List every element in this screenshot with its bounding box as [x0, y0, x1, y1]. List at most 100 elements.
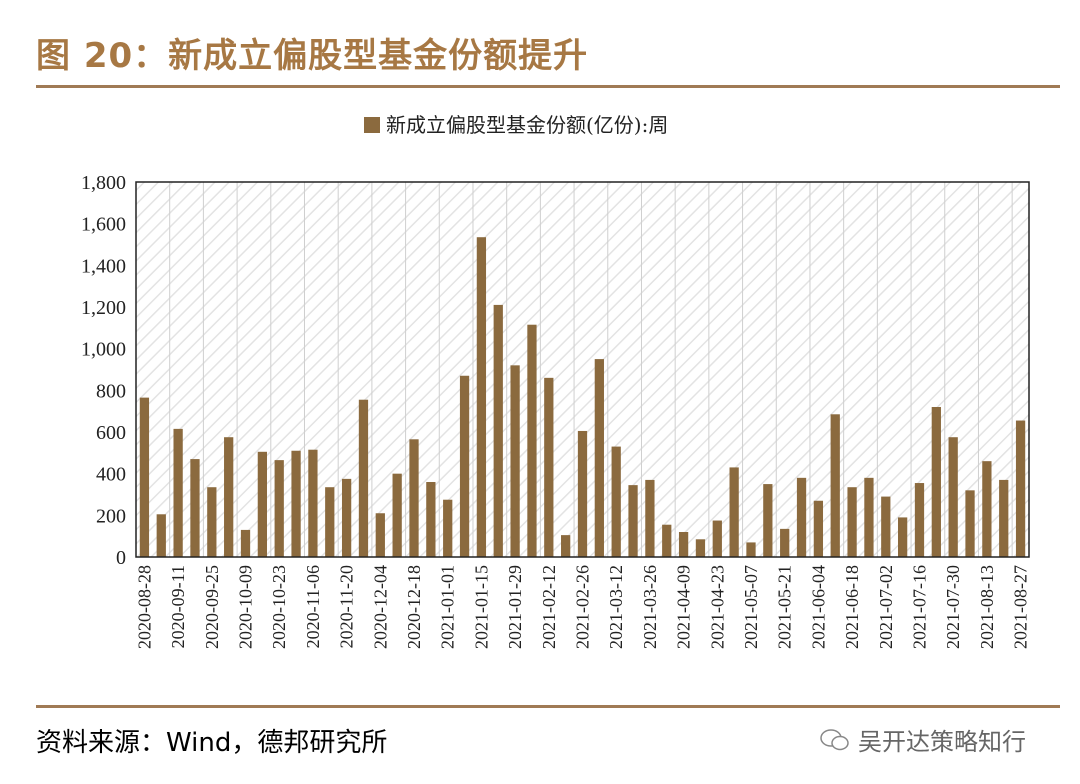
bar-2020-12-18	[409, 439, 419, 557]
wechat-icon	[820, 728, 849, 750]
y-tick-label: 800	[96, 380, 126, 402]
legend-label: 新成立偏股型基金份额(亿份):周	[386, 113, 668, 137]
x-tick-label: 2021-08-13	[977, 565, 997, 649]
bottom-rule	[36, 705, 1060, 708]
x-tick-label: 2020-11-06	[303, 565, 323, 648]
x-tick-label: 2021-07-02	[876, 565, 896, 649]
bar-2021-02-05	[527, 324, 537, 557]
x-tick-label: 2021-05-21	[775, 565, 795, 649]
bar-2020-11-06	[308, 449, 318, 557]
bar-2021-08-13	[982, 461, 992, 557]
bar-2021-01-08	[459, 375, 470, 557]
legend-swatch	[364, 117, 380, 133]
bar-2021-02-12	[544, 377, 554, 557]
bar-2021-07-30	[948, 437, 958, 557]
x-tick-label: 2020-11-20	[337, 565, 357, 648]
bar-2021-02-19	[561, 535, 571, 557]
x-axis: 2020-08-28 2020-09-11 2020-09-25 2020-10-09…	[134, 565, 1030, 649]
bar-2021-06-11	[830, 414, 840, 557]
bar-2021-06-04	[813, 500, 824, 557]
bar-2021-04-02	[662, 524, 672, 557]
x-tick-label: 2021-05-07	[741, 565, 761, 649]
y-tick-label: 200	[96, 505, 126, 527]
bar-2020-12-04	[375, 513, 385, 557]
x-tick-label: 2021-06-04	[808, 565, 828, 649]
y-tick-label: 1,800	[81, 172, 126, 194]
bar-2021-05-14	[763, 484, 773, 557]
bar-2021-01-29	[510, 365, 520, 557]
bar-2020-09-04	[156, 514, 166, 557]
bar-2021-07-09	[897, 517, 908, 557]
bar-2020-09-25	[207, 487, 217, 557]
x-tick-label: 2020-12-04	[370, 565, 390, 649]
bar-chart: 新成立偏股型基金份额(亿份):周 0 200 400 600 800 1,000 1,200…	[81, 113, 1031, 649]
bar-2021-03-19	[628, 485, 638, 557]
bar-2021-02-26	[577, 430, 588, 557]
bar-2021-06-25	[864, 477, 874, 557]
y-tick-label: 1,200	[81, 297, 126, 319]
x-tick-label: 2021-06-18	[842, 565, 862, 649]
bar-2021-01-01	[443, 499, 453, 557]
bar-2021-07-16	[914, 483, 925, 557]
legend: 新成立偏股型基金份额(亿份):周	[364, 113, 668, 137]
x-tick-label: 2021-03-12	[606, 565, 626, 649]
bar-2020-10-30	[291, 450, 301, 557]
bar-2021-04-30	[729, 467, 739, 557]
bar-2020-11-13	[325, 487, 335, 557]
plot-border	[135, 181, 1030, 558]
x-tick-label: 2021-08-27	[1011, 565, 1031, 649]
y-tick-label: 600	[96, 422, 126, 444]
bar-2021-04-23	[712, 520, 722, 557]
top-rule	[36, 85, 1060, 88]
bar-2020-12-11	[392, 473, 402, 557]
x-tick-label: 2021-03-26	[640, 565, 660, 649]
watermark-text: 吴开达策略知行	[858, 728, 1026, 756]
bar-2021-05-07	[746, 542, 756, 557]
x-tick-label: 2021-04-09	[674, 565, 694, 649]
x-tick-label: 2021-01-29	[505, 565, 525, 649]
x-tick-label: 2020-10-09	[236, 565, 256, 649]
x-tick-label: 2020-10-23	[269, 565, 289, 649]
bar-2020-12-25	[426, 482, 436, 557]
bar-2021-07-02	[881, 496, 891, 557]
x-tick-label: 2020-09-25	[202, 565, 222, 649]
bar-2021-04-16	[695, 539, 706, 557]
x-tick-label: 2021-07-16	[909, 565, 929, 649]
bar-2020-09-18	[190, 459, 200, 557]
bar-2020-10-16	[257, 451, 268, 557]
bar-series	[139, 237, 1026, 558]
bar-2020-11-27	[358, 399, 369, 557]
x-tick-label: 2021-01-15	[471, 565, 491, 649]
x-tick-label: 2021-07-30	[943, 565, 963, 649]
bar-2020-10-09	[240, 529, 251, 557]
y-tick-label: 400	[96, 464, 126, 486]
x-tick-label: 2021-02-26	[573, 565, 593, 649]
watermark: 吴开达策略知行	[820, 722, 1026, 757]
x-tick-label: 2020-09-11	[168, 565, 188, 648]
source-note: 资料来源：Wind，德邦研究所	[36, 728, 388, 758]
x-tick-label: 2020-08-28	[134, 565, 154, 649]
bar-2021-03-12	[611, 446, 621, 557]
y-tick-label: 1,400	[81, 255, 126, 277]
bar-2021-01-22	[493, 304, 503, 557]
y-tick-label: 1,000	[81, 339, 126, 361]
bar-2021-08-27	[1015, 420, 1026, 557]
vertical-gridlines	[169, 182, 1013, 557]
x-tick-label: 2021-02-12	[539, 565, 559, 649]
bar-2021-07-23	[931, 407, 941, 557]
bar-2020-08-28	[139, 397, 150, 557]
y-axis: 0 200 400 600 800 1,000 1,200 1,400 1,600 1,800	[81, 172, 126, 569]
x-tick-label: 2021-04-23	[707, 565, 727, 649]
bar-2020-10-23	[274, 460, 284, 557]
bar-2021-06-18	[847, 487, 857, 557]
x-tick-label: 2020-12-18	[404, 565, 424, 649]
bar-2020-09-11	[173, 428, 183, 557]
bar-2021-01-15	[476, 237, 487, 558]
x-tick-label: 2021-01-01	[438, 565, 458, 649]
y-tick-label: 0	[116, 547, 126, 569]
bar-2021-04-09	[678, 532, 689, 557]
bar-2020-11-20	[341, 478, 352, 557]
bar-2021-03-26	[645, 479, 655, 557]
bar-2020-10-02	[224, 437, 234, 557]
bar-2021-08-06	[965, 490, 975, 557]
